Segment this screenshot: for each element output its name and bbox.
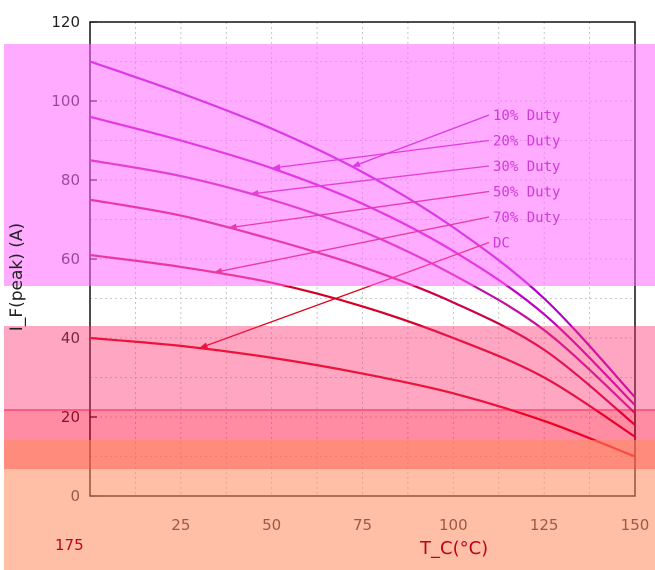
legend-entry: 30% Duty xyxy=(493,159,560,175)
legend-arrow xyxy=(198,241,490,349)
x-tick-label: 50 xyxy=(262,516,281,534)
legend-entry: 50% Duty xyxy=(493,185,560,201)
series-line-5 xyxy=(89,336,636,458)
legend-arrow xyxy=(271,139,490,169)
x-tick-label: 125 xyxy=(530,516,559,534)
y-tick-label: 60 xyxy=(61,250,80,268)
legend-arrow xyxy=(227,190,490,229)
x-axis-label: T_C(°C) xyxy=(420,538,489,559)
y-tick-label: 40 xyxy=(61,329,80,347)
legend-arrow-head xyxy=(199,342,208,349)
legend-entry: 20% Duty xyxy=(493,134,560,150)
x-tick-label: 150 xyxy=(621,516,650,534)
x-tick-175: 175 xyxy=(55,536,84,554)
legend-entry: 10% Duty xyxy=(493,108,560,124)
x-tick-label: 25 xyxy=(171,516,190,534)
y-tick-label: 120 xyxy=(51,13,80,31)
tick-labels: 25 50 75 100 125 150 0 20 40 60 80 100 120 xyxy=(51,13,649,534)
y-tick-label: 80 xyxy=(61,171,80,189)
legend-arrow-head xyxy=(351,161,361,167)
y-tick-label: 0 xyxy=(70,487,80,505)
legend-entry: DC xyxy=(493,236,510,252)
y-tick-label: 100 xyxy=(51,92,80,110)
legend-entry: 70% Duty xyxy=(493,210,560,226)
legend-arrow xyxy=(351,114,490,168)
x-tick-label: 100 xyxy=(439,516,468,534)
y-axis-label: I_F(peak) (A) xyxy=(7,222,27,332)
x-tick-label: 75 xyxy=(353,516,372,534)
y-tick-label: 20 xyxy=(61,408,80,426)
